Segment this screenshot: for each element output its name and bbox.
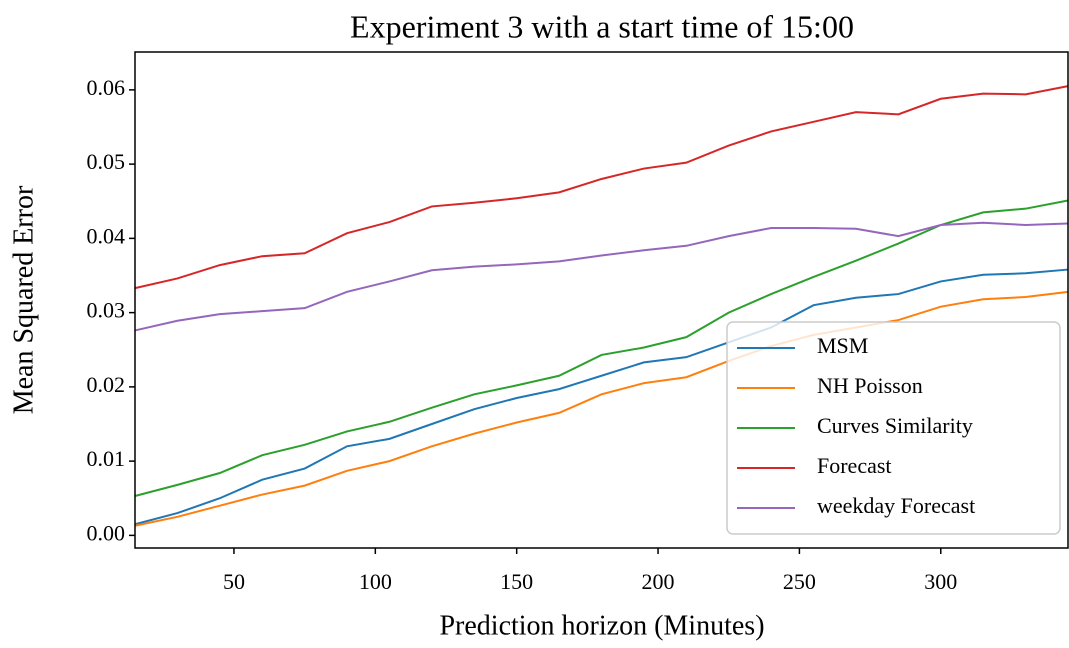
y-tick-label: 0.02 [87,372,126,397]
legend: MSM NH Poisson Curves Similarity Forecast we… [726,321,1061,535]
y-tick-label: 0.04 [87,223,126,248]
y-tick-label: 0.05 [87,149,126,174]
x-tick-label: 50 [223,569,245,594]
legend-label: weekday Forecast [817,493,975,518]
x-axis-label: Prediction horizon (Minutes) [439,610,764,641]
x-tick-label: 300 [924,569,957,594]
legend-label: Forecast [817,453,892,478]
y-tick-label: 0.00 [87,520,126,545]
y-tick-label: 0.06 [87,75,126,100]
legend-label: NH Poisson [817,373,923,398]
x-tick-label: 100 [359,569,392,594]
y-tick-label: 0.01 [87,446,126,471]
chart-title: Experiment 3 with a start time of 15:00 [350,8,854,44]
y-tick-label: 0.03 [87,298,126,323]
series-line [134,221,1069,332]
series-line [134,268,1069,526]
x-tick-label: 150 [500,569,533,594]
x-tick-label: 200 [642,569,675,594]
legend-label: Curves Similarity [817,413,973,438]
plot-frame [134,51,1069,549]
y-axis-label: Mean Squared Error [8,185,39,414]
series-line [134,290,1069,527]
x-tick-label: 250 [783,569,816,594]
series-line [134,199,1069,497]
series-line [134,85,1069,290]
legend-label: MSM [817,333,868,358]
legend-box [726,321,1061,535]
